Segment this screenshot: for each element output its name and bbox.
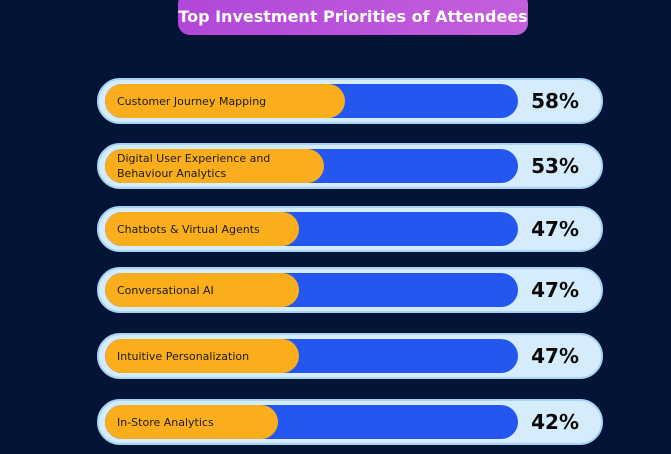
- bar-track: Chatbots & Virtual Agents: [105, 212, 518, 246]
- category-label: Chatbots & Virtual Agents: [117, 222, 260, 236]
- bar: Intuitive Personalization: [105, 339, 300, 373]
- value-label: 42%: [531, 410, 579, 434]
- value-label: 58%: [531, 89, 579, 113]
- value-label: 47%: [531, 278, 579, 302]
- category-label: Digital User Experience and Behaviour An…: [117, 152, 271, 180]
- bar-row: Chatbots & Virtual Agents 47%: [97, 206, 603, 252]
- bar: In-Store Analytics: [105, 405, 279, 439]
- chart-title: Top Investment Priorities of Attendees: [178, 0, 528, 35]
- bar-row: Digital User Experience and Behaviour An…: [97, 143, 603, 189]
- bar-row: In-Store Analytics 42%: [97, 399, 603, 445]
- bar-row: Intuitive Personalization 47%: [97, 333, 603, 379]
- category-label: Intuitive Personalization: [117, 349, 250, 363]
- bar: Digital User Experience and Behaviour An…: [105, 149, 324, 183]
- bar-track: Intuitive Personalization: [105, 339, 518, 373]
- bar-track: Digital User Experience and Behaviour An…: [105, 149, 518, 183]
- value-label: 47%: [531, 217, 579, 241]
- bar-row: Conversational AI 47%: [97, 267, 603, 313]
- value-label: 47%: [531, 344, 579, 368]
- category-label: In-Store Analytics: [117, 415, 214, 429]
- bar: Chatbots & Virtual Agents: [105, 212, 300, 246]
- bar-track: Customer Journey Mapping: [105, 84, 518, 118]
- category-label: Customer Journey Mapping: [117, 94, 267, 108]
- bar-row: Customer Journey Mapping 58%: [97, 78, 603, 124]
- category-label: Conversational AI: [117, 283, 214, 297]
- bar-track: Conversational AI: [105, 273, 518, 307]
- bar: Customer Journey Mapping: [105, 84, 345, 118]
- bar: Conversational AI: [105, 273, 300, 307]
- bar-track: In-Store Analytics: [105, 405, 518, 439]
- value-label: 53%: [531, 154, 579, 178]
